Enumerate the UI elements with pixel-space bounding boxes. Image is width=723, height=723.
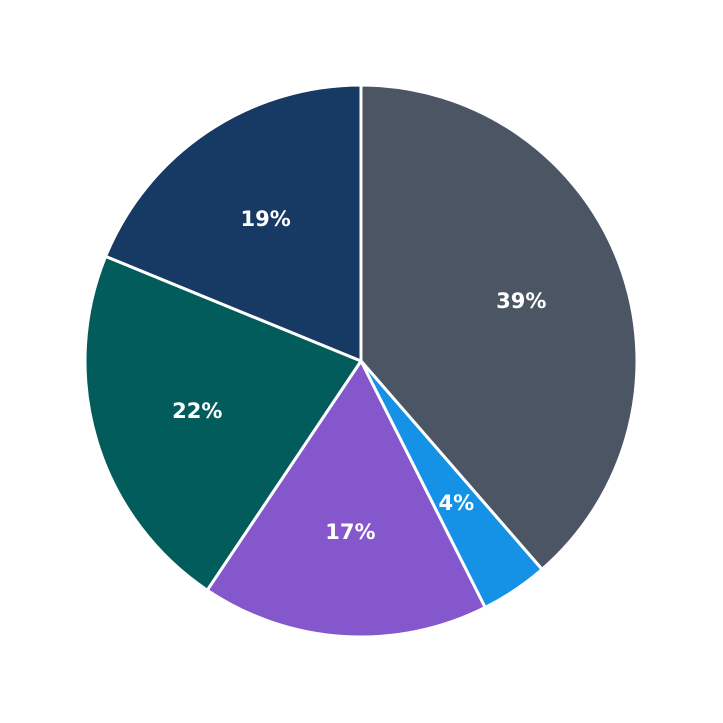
slice-label: 4%	[439, 491, 475, 515]
slice-label: 19%	[241, 207, 291, 231]
pie-slice	[104, 83, 363, 363]
slice-label: 17%	[325, 520, 375, 544]
slice-label: 39%	[496, 289, 546, 313]
pie-slice	[205, 359, 487, 639]
pie-slice	[83, 254, 363, 592]
slice-label: 22%	[172, 399, 222, 423]
pie-slice	[359, 83, 639, 571]
